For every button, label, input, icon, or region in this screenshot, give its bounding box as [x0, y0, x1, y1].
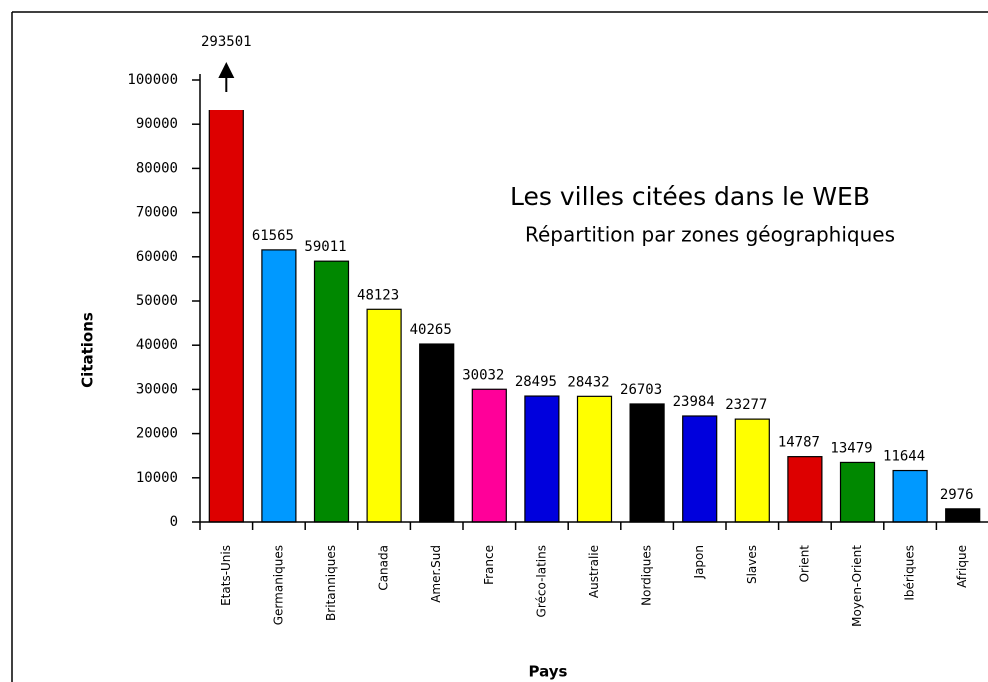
- x-tick-label: Nordiques: [640, 545, 654, 606]
- y-tick-label: 90000: [136, 116, 178, 132]
- bar: [313, 260, 350, 523]
- overflow-arrow-head: [218, 62, 235, 78]
- bar: [682, 415, 718, 523]
- value-label: 30032: [462, 367, 504, 383]
- x-tick-label: Australie: [587, 545, 601, 598]
- y-tick-label: 100000: [127, 72, 178, 88]
- bar: [576, 395, 613, 523]
- bar: [261, 249, 297, 523]
- y-tick-label: 80000: [136, 160, 178, 176]
- y-tick-label: 10000: [136, 470, 178, 486]
- value-label: 14787: [778, 435, 820, 451]
- value-label: 23984: [673, 394, 715, 410]
- y-tick-label: 60000: [136, 249, 178, 265]
- bar: [471, 388, 507, 523]
- value-label: 59011: [304, 239, 346, 255]
- value-label: 293501: [201, 34, 252, 50]
- x-tick-label: Orient: [797, 545, 811, 583]
- bar: [734, 418, 770, 523]
- chart-title: Les villes citées dans le WEB: [510, 182, 870, 211]
- value-label: 40265: [410, 322, 452, 338]
- y-tick-label: 20000: [136, 426, 178, 442]
- x-tick-label: Amer.Sud: [429, 545, 443, 603]
- bar: [945, 508, 981, 523]
- y-axis-label: Citations: [79, 312, 97, 388]
- y-tick-label: 0: [170, 514, 178, 530]
- x-tick-label: Canada: [377, 545, 391, 591]
- x-tick-label: Gréco-latins: [534, 545, 548, 617]
- value-label: 48123: [357, 287, 399, 303]
- x-axis-label: Pays: [529, 663, 568, 681]
- x-tick-label: Germaniques: [271, 545, 285, 625]
- bar: [787, 456, 823, 523]
- x-tick-label: Britanniques: [324, 545, 338, 621]
- value-label: 11644: [883, 449, 925, 465]
- value-label: 28432: [567, 374, 609, 390]
- y-tick-label: 70000: [136, 205, 178, 221]
- value-label: 61565: [252, 228, 294, 244]
- value-label: 13479: [830, 440, 872, 456]
- y-tick-label: 40000: [136, 337, 178, 353]
- bar: [839, 461, 876, 523]
- chart-subtitle: Répartition par zones géographiques: [525, 223, 895, 247]
- x-tick-label: France: [482, 545, 496, 585]
- value-label: 23277: [725, 397, 767, 413]
- x-tick-label: Moyen-Orient: [850, 545, 864, 627]
- value-label: 26703: [620, 382, 662, 398]
- value-label: 28495: [515, 374, 557, 390]
- x-tick-label: Afrique: [955, 545, 969, 588]
- bar: [366, 308, 402, 523]
- x-tick-label: Etats-Unis: [219, 545, 233, 606]
- y-tick-label: 30000: [136, 381, 178, 397]
- bar: [419, 343, 455, 523]
- bar: [892, 469, 928, 523]
- x-tick-label: Japon: [692, 545, 706, 579]
- x-tick-label: Slaves: [745, 545, 759, 584]
- x-tick-label: Ibériques: [903, 545, 917, 601]
- y-tick-label: 50000: [136, 293, 178, 309]
- bar: [524, 395, 560, 523]
- value-label: 2976: [940, 487, 974, 503]
- bar: [629, 403, 665, 523]
